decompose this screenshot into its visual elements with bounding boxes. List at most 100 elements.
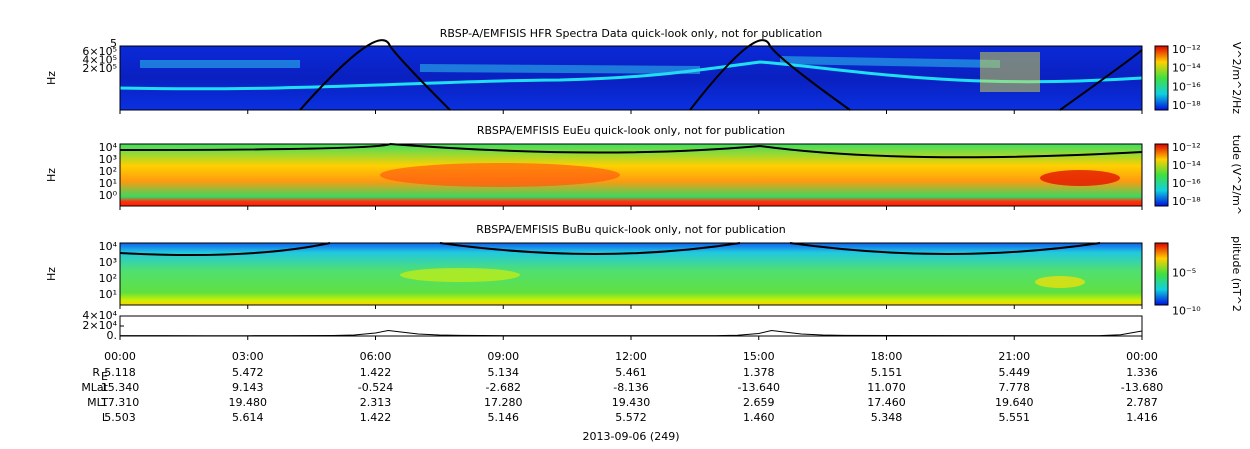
x-tick-label: 15:00 [743, 350, 775, 363]
ephemeris-value: -13.680 [1121, 381, 1163, 394]
spectral-patch [1040, 170, 1120, 186]
panel-frame [119, 315, 1143, 337]
spectral-patch [980, 52, 1040, 92]
y-tick-label: 5 [110, 37, 117, 50]
spectral-band [140, 56, 1001, 74]
y-tick-label: 2×10⁵ [82, 62, 117, 75]
ephemeris-value: -2.682 [486, 381, 521, 394]
colorbar-tick-label: 10⁻¹² [1172, 43, 1201, 56]
colorbar-tick-label: 10⁻¹⁴ [1172, 62, 1201, 75]
ephemeris-value: 5.151 [871, 366, 903, 379]
gyro-curve [119, 242, 1101, 257]
ephemeris-value: 1.422 [360, 411, 392, 424]
ephemeris-value: 7.778 [999, 381, 1031, 394]
ephemeris-value: 17.310 [101, 396, 140, 409]
spectrograms [119, 39, 1143, 306]
colorbar [1154, 45, 1169, 111]
y-axis-label: Hz [45, 71, 58, 85]
ephemeris-value: 17.460 [867, 396, 906, 409]
ephemeris-value: 5.572 [615, 411, 647, 424]
y-tick-label: 10¹ [99, 288, 117, 301]
spectral-patch [380, 163, 620, 187]
y-tick-label: 10³ [99, 153, 117, 166]
colorbars [1154, 45, 1169, 306]
x-tick-label: 00:00 [1126, 350, 1158, 363]
y-tick-label: 10¹ [99, 177, 117, 190]
ephemeris-value: 1.378 [743, 366, 775, 379]
colorbar-tick-label: 10⁻¹⁸ [1172, 195, 1201, 208]
y-tick-label: 4×10⁴ [82, 309, 117, 322]
y-tick-label: 10² [99, 272, 117, 285]
ephemeris-value: -8.136 [613, 381, 648, 394]
y-axis-label: Hz [45, 168, 58, 182]
x-tick-label: 00:00 [104, 350, 136, 363]
y-tick-label: 6×10⁵ [82, 45, 117, 58]
ephemeris-value: 1.460 [743, 411, 775, 424]
colorbar-tick-label: 10⁻¹⁶ [1172, 80, 1201, 93]
row-label: R [92, 366, 100, 379]
y-tick-label: 0. [107, 329, 118, 342]
x-tick-label: 12:00 [615, 350, 647, 363]
ephemeris-value: 5.461 [615, 366, 647, 379]
colorbar [1154, 143, 1169, 207]
spectral-patch [400, 268, 520, 282]
ephemeris-value: 5.551 [999, 411, 1031, 424]
x-tick-label: 03:00 [232, 350, 264, 363]
y-tick-label: 10⁰ [99, 189, 118, 202]
colorbar [1154, 242, 1169, 306]
ephemeris-value: -13.640 [738, 381, 780, 394]
y-tick-label: 10³ [99, 256, 117, 269]
row-label: MLat [81, 381, 108, 394]
panel-title: RBSPA/EMFISIS EuEu quick-look only, not … [477, 124, 785, 137]
ephemeris-value: 19.430 [612, 396, 651, 409]
ephemeris-value: 17.280 [484, 396, 523, 409]
ephemeris-value: 19.640 [995, 396, 1034, 409]
ephemeris-value: 5.472 [232, 366, 264, 379]
ephemeris-value: 5.118 [104, 366, 136, 379]
spectral-patch [1035, 276, 1085, 288]
spectrogram [120, 144, 1142, 206]
ephemeris-value: 1.422 [360, 366, 392, 379]
colorbar-tick-label: 10⁻¹⁴ [1172, 159, 1201, 172]
colorbar-label: plitude (nT^2 [1230, 236, 1243, 312]
ephemeris-value: 2.787 [1126, 396, 1158, 409]
y-axis-label: Hz [45, 267, 58, 281]
ephemeris-value: 5.449 [999, 366, 1031, 379]
x-tick-label: 09:00 [487, 350, 519, 363]
ephemeris-value: 1.336 [1126, 366, 1158, 379]
colorbar-tick-label: 10⁻¹⁶ [1172, 177, 1201, 190]
x-tick-label: 21:00 [998, 350, 1030, 363]
ephemeris-value: 9.143 [232, 381, 264, 394]
data-line [120, 329, 1143, 337]
ephemeris-value: 5.348 [871, 411, 903, 424]
colorbar-tick-label: 10⁻¹⁸ [1172, 99, 1201, 112]
row-label: L [102, 411, 109, 424]
row-label: MLT [87, 396, 108, 409]
colorbar-tick-label: 10⁻¹⁰ [1172, 304, 1201, 317]
gyro-curve [119, 143, 1143, 159]
x-axis-label: 2013-09-06 (249) [582, 430, 679, 443]
colorbar-label: V^2/m^2/Hz [1230, 42, 1243, 114]
panel-title: RBSPA/EMFISIS BuBu quick-look only, not … [476, 223, 786, 236]
colorbar-tick-label: 10⁻⁵ [1172, 266, 1196, 279]
ephemeris-value: -0.524 [358, 381, 393, 394]
ephemeris-value: 2.659 [743, 396, 775, 409]
ephemeris-value: 11.070 [867, 381, 906, 394]
spectral-band [119, 60, 1143, 91]
ephemeris-value: 5.503 [104, 411, 136, 424]
y-tick-label: 4×10⁵ [82, 54, 117, 67]
ephemeris-value: 1.416 [1126, 411, 1158, 424]
ephemeris-value: 2.313 [360, 396, 392, 409]
y-tick-label: 10² [99, 165, 117, 178]
ephemeris-value: 5.146 [488, 411, 520, 424]
panel-title: RBSP-A/EMFISIS HFR Spectra Data quick-lo… [440, 27, 823, 40]
y-tick-label: 10⁴ [99, 141, 118, 154]
x-tick-label: 06:00 [360, 350, 392, 363]
ephemeris-value: 15.340 [101, 381, 140, 394]
colorbar-label: tude (V^2/m^ [1230, 135, 1243, 215]
ephemeris-value: 19.480 [229, 396, 268, 409]
y-tick-label: 10⁴ [99, 240, 118, 253]
ephemeris-value: 5.134 [488, 366, 520, 379]
y-tick-label: 2×10⁴ [82, 319, 117, 332]
